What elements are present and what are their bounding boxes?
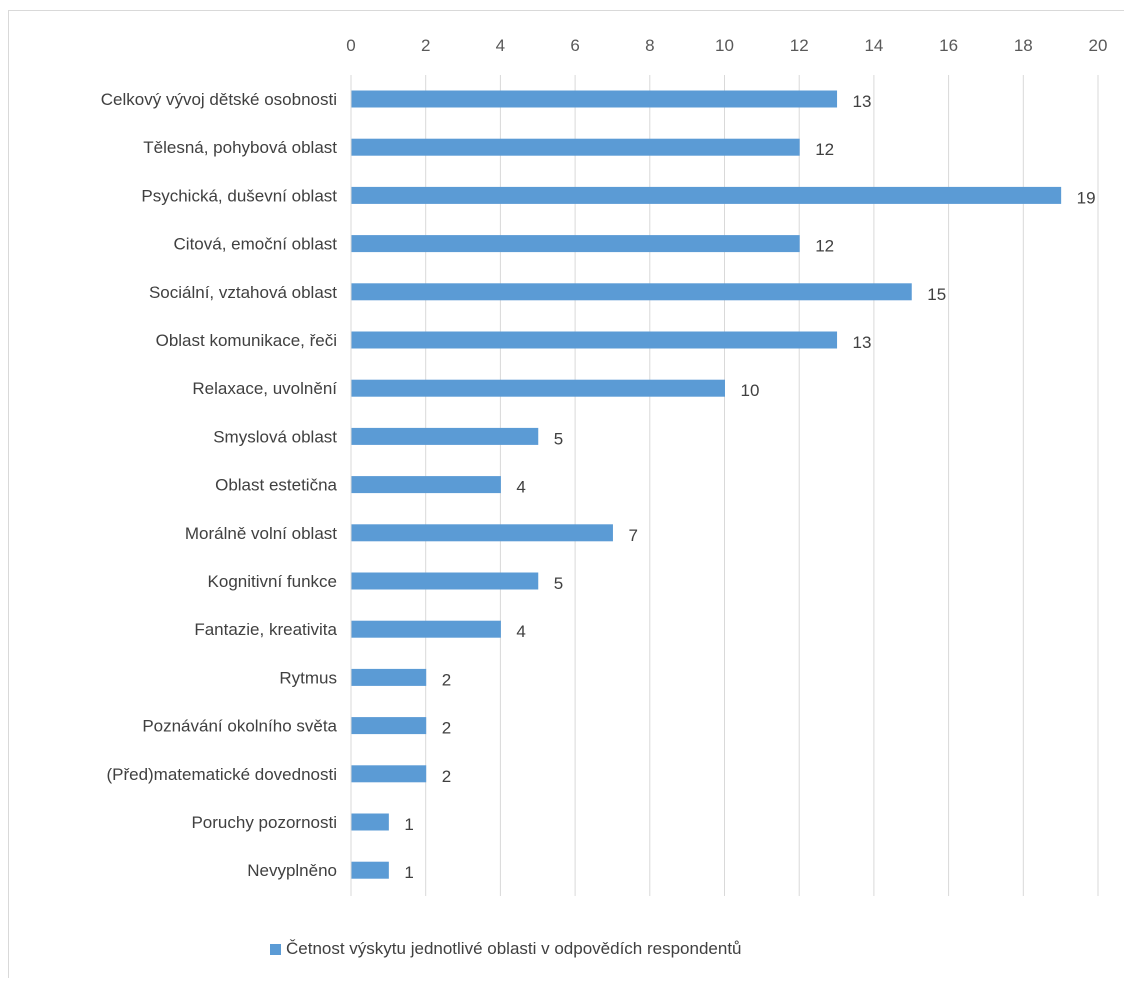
x-tick-label: 10	[715, 36, 734, 55]
data-label: 12	[815, 237, 834, 256]
category-label: Poznávání okolního světa	[142, 717, 337, 736]
category-label: Oblast estetična	[215, 476, 337, 495]
data-label: 1	[404, 815, 413, 834]
bar	[351, 476, 501, 494]
category-label: Rytmus	[279, 668, 337, 687]
x-tick-label: 14	[864, 36, 883, 55]
category-label: Celkový vývoj dětské osobnosti	[101, 90, 337, 109]
legend-swatch	[270, 943, 281, 955]
x-tick-label: 6	[570, 36, 579, 55]
bar	[351, 572, 539, 590]
data-label: 2	[442, 767, 451, 786]
x-tick-label: 0	[346, 36, 355, 55]
x-axis-ticks: 0 2 4 6 8 10 12 14 16 18 20	[346, 36, 1107, 55]
category-label: Sociální, vztahová oblast	[149, 283, 337, 302]
bar	[351, 235, 800, 253]
legend-label: Četnost výskytu jednotlivé oblasti v odp…	[286, 939, 742, 958]
bar	[351, 427, 539, 445]
category-labels: Celkový vývoj dětské osobnosti Tělesná, p…	[101, 90, 338, 880]
x-tick-label: 2	[421, 36, 430, 55]
data-label: 2	[442, 670, 451, 689]
bar	[351, 331, 838, 349]
category-label: Smyslová oblast	[213, 427, 337, 446]
bar	[351, 138, 800, 156]
data-label: 13	[853, 333, 872, 352]
data-label: 12	[815, 140, 834, 159]
legend: Četnost výskytu jednotlivé oblasti v odp…	[270, 937, 742, 961]
data-label: 13	[853, 92, 872, 111]
data-label: 1	[404, 863, 413, 882]
bars	[351, 90, 1062, 879]
category-label: Tělesná, pohybová oblast	[143, 138, 337, 157]
data-label: 4	[516, 478, 525, 497]
chart-frame	[8, 10, 1124, 978]
bar	[351, 668, 427, 686]
category-label: Oblast komunikace, řeči	[156, 331, 337, 350]
data-label: 4	[516, 622, 525, 641]
data-label: 5	[554, 429, 563, 448]
bar	[351, 524, 613, 542]
category-label: Citová, emoční oblast	[174, 235, 338, 254]
bar	[351, 717, 427, 735]
category-label: Kognitivní funkce	[208, 572, 337, 591]
data-label: 15	[927, 285, 946, 304]
category-label: (Před)matematické dovednosti	[106, 765, 337, 784]
category-label: Poruchy pozornosti	[191, 813, 337, 832]
category-label: Relaxace, uvolnění	[192, 379, 337, 398]
bar	[351, 283, 912, 301]
x-tick-label: 20	[1089, 36, 1108, 55]
data-label: 19	[1077, 188, 1096, 207]
x-tick-label: 4	[496, 36, 505, 55]
bar	[351, 90, 838, 108]
bar	[351, 765, 427, 783]
data-label: 5	[554, 574, 563, 593]
category-label: Fantazie, kreativita	[194, 620, 337, 639]
x-tick-label: 12	[790, 36, 809, 55]
bar	[351, 620, 501, 638]
x-tick-label: 18	[1014, 36, 1033, 55]
category-label: Psychická, duševní oblast	[141, 186, 337, 205]
bar	[351, 813, 389, 831]
data-label: 7	[628, 526, 637, 545]
x-tick-label: 16	[939, 36, 958, 55]
category-label: Morálně volní oblast	[185, 524, 337, 543]
data-label: 10	[741, 381, 760, 400]
category-label: Nevyplněno	[247, 861, 337, 880]
x-tick-label: 8	[645, 36, 654, 55]
bar	[351, 186, 1062, 204]
bar	[351, 379, 725, 397]
data-label: 2	[442, 719, 451, 738]
bar	[351, 861, 389, 879]
data-labels: 13 12 19 12 15 13 10 5 4 7 5 4 2 2 2 1 1	[404, 92, 1095, 882]
